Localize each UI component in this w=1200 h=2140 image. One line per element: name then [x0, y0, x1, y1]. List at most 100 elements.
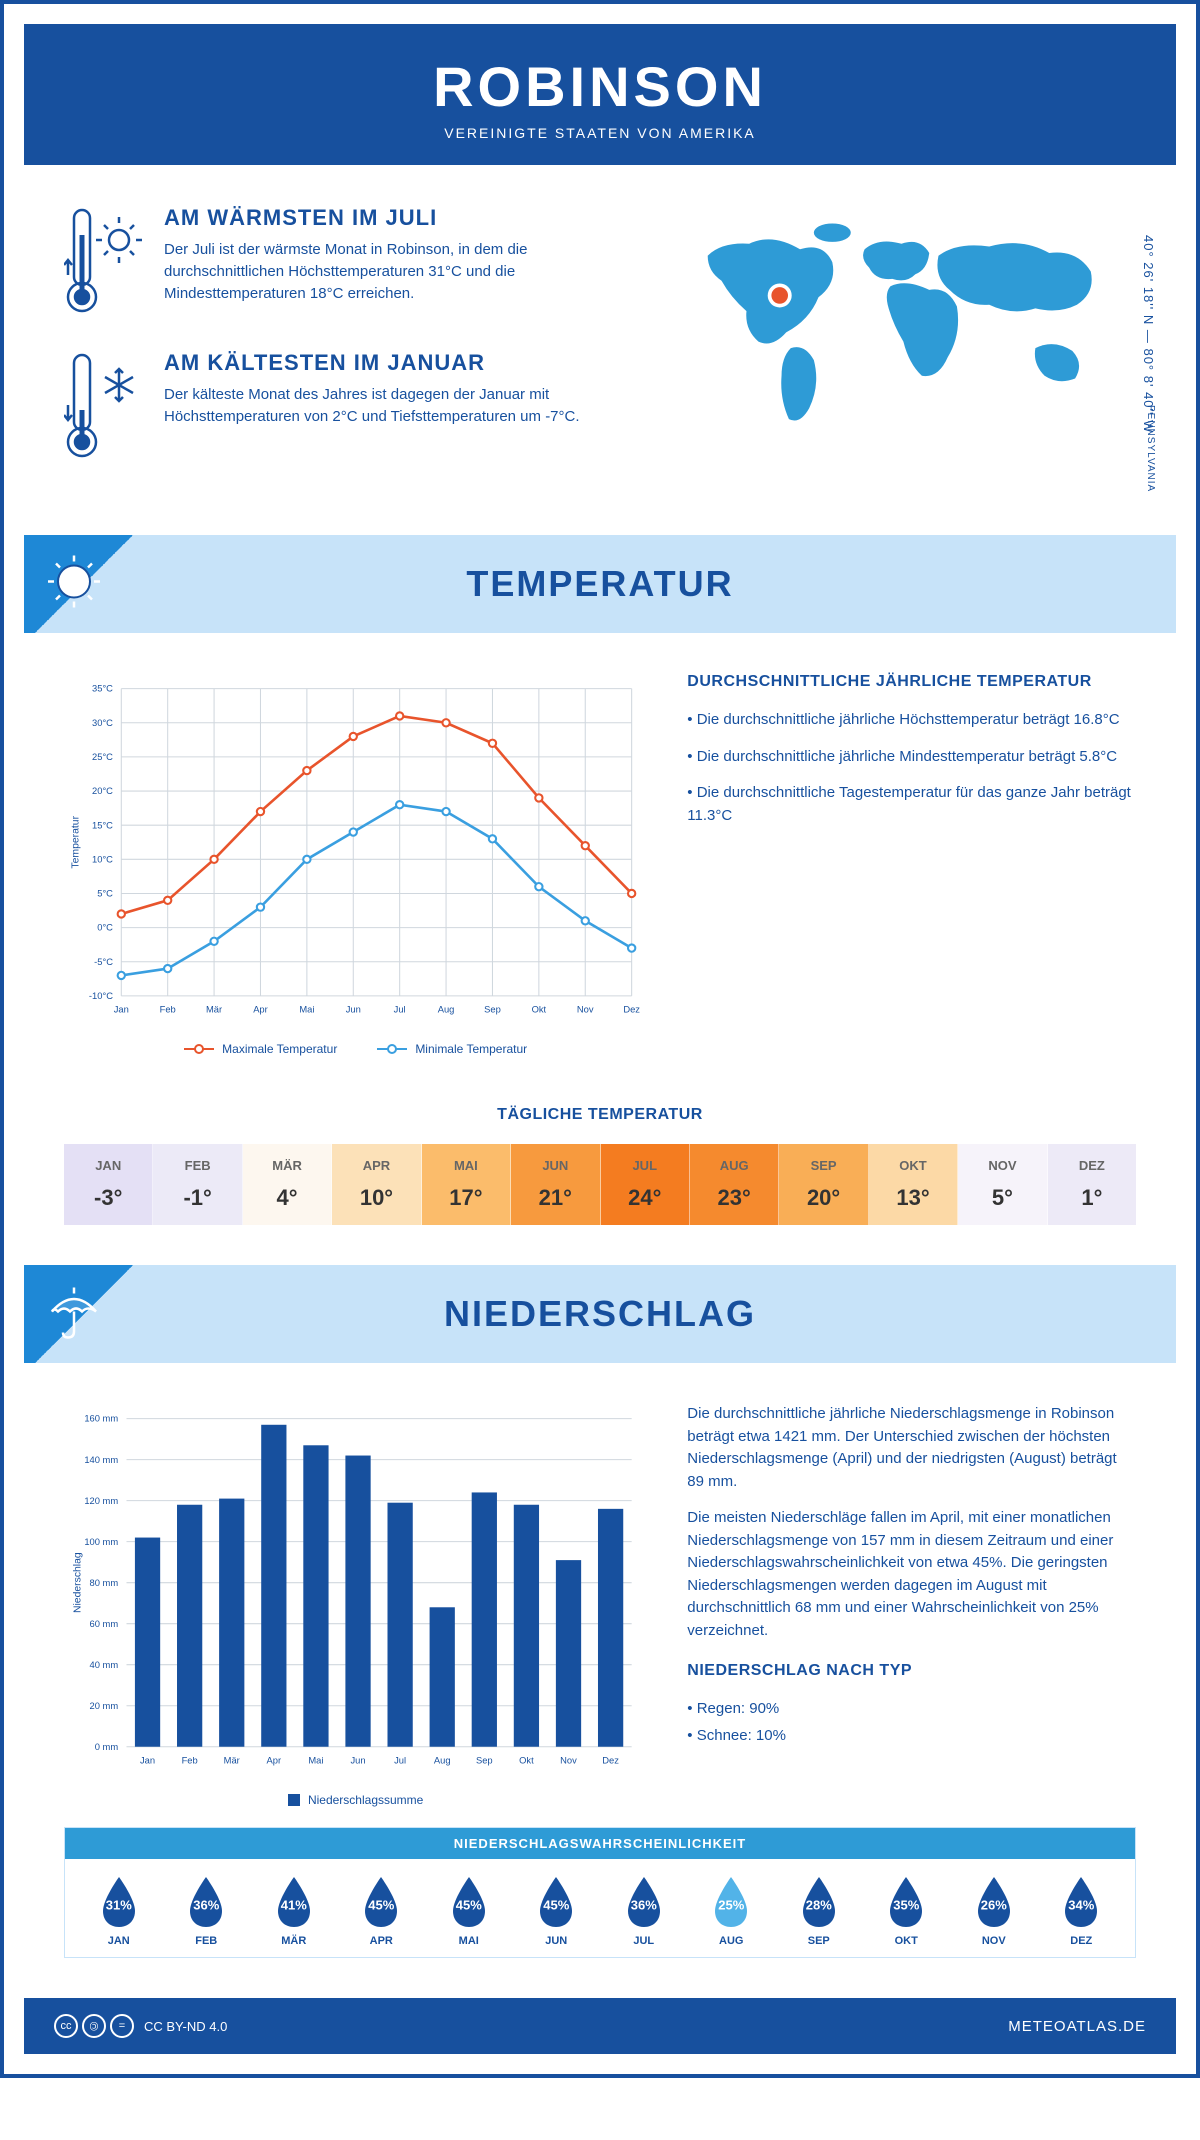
- prob-cell: 36%JUL: [600, 1875, 688, 1947]
- state-label: PENNSYLVANIA: [1145, 405, 1156, 492]
- svg-text:0 mm: 0 mm: [95, 1742, 119, 1752]
- temp-cell: DEZ1°: [1048, 1144, 1136, 1225]
- svg-text:160 mm: 160 mm: [84, 1414, 118, 1424]
- world-map: [667, 205, 1136, 450]
- svg-text:Apr: Apr: [253, 1005, 268, 1015]
- temp-cell: JUL24°: [601, 1144, 690, 1225]
- prob-cell: 45%MAI: [425, 1875, 513, 1947]
- intro-section: AM WÄRMSTEN IM JULI Der Juli ist der wär…: [4, 165, 1196, 515]
- precipitation-probability: NIEDERSCHLAGSWAHRSCHEINLICHKEIT 31%JAN36…: [64, 1827, 1136, 1958]
- svg-text:30°C: 30°C: [92, 718, 113, 728]
- svg-text:Jul: Jul: [394, 1005, 406, 1015]
- temperature-summary: DURCHSCHNITTLICHE JÄHRLICHE TEMPERATUR •…: [687, 673, 1136, 1056]
- prob-cell: 34%DEZ: [1038, 1875, 1126, 1947]
- svg-text:Temperatur: Temperatur: [71, 815, 82, 868]
- warmest-block: AM WÄRMSTEN IM JULI Der Juli ist der wär…: [64, 205, 627, 320]
- svg-text:Okt: Okt: [519, 1756, 534, 1766]
- precipitation-chart: 0 mm20 mm40 mm60 mm80 mm100 mm120 mm140 …: [64, 1403, 647, 1807]
- svg-text:-5°C: -5°C: [94, 957, 113, 967]
- svg-text:40 mm: 40 mm: [90, 1660, 119, 1670]
- svg-text:Nov: Nov: [560, 1756, 577, 1766]
- prob-cell: 45%JUN: [513, 1875, 601, 1947]
- sun-icon: [44, 552, 104, 612]
- legend-max: Maximale Temperatur: [184, 1042, 337, 1056]
- temp-cell: JAN-3°: [64, 1144, 153, 1225]
- svg-text:10°C: 10°C: [92, 854, 113, 864]
- daily-temp-title: TÄGLICHE TEMPERATUR: [4, 1106, 1196, 1124]
- temp-cell: SEP20°: [779, 1144, 868, 1225]
- coldest-title: AM KÄLTESTEN IM JANUAR: [164, 350, 627, 376]
- prob-cell: 35%OKT: [863, 1875, 951, 1947]
- temp-cell: MAI17°: [422, 1144, 511, 1225]
- legend-precip: Niederschlagssumme: [288, 1793, 423, 1807]
- svg-text:Jan: Jan: [114, 1005, 129, 1015]
- prob-cell: 26%NOV: [950, 1875, 1038, 1947]
- svg-text:-10°C: -10°C: [89, 991, 113, 1001]
- svg-text:Dez: Dez: [623, 1005, 640, 1015]
- temperature-banner: TEMPERATUR: [24, 535, 1176, 633]
- precipitation-summary: Die durchschnittliche jährliche Niedersc…: [687, 1403, 1136, 1807]
- prob-cell: 36%FEB: [163, 1875, 251, 1947]
- svg-text:Jun: Jun: [350, 1756, 365, 1766]
- svg-text:Feb: Feb: [160, 1005, 176, 1015]
- header-banner: ROBINSON VEREINIGTE STAATEN VON AMERIKA: [24, 24, 1176, 165]
- page-title: ROBINSON: [44, 54, 1156, 119]
- prob-cell: 41%MÄR: [250, 1875, 338, 1947]
- coordinates: 40° 26' 18'' N — 80° 8' 40'' W: [1141, 235, 1156, 433]
- svg-text:5°C: 5°C: [97, 889, 113, 899]
- warmest-text: Der Juli ist der wärmste Monat in Robins…: [164, 239, 627, 304]
- temp-cell: FEB-1°: [153, 1144, 242, 1225]
- svg-text:Jan: Jan: [140, 1756, 155, 1766]
- temp-cell: NOV5°: [958, 1144, 1047, 1225]
- svg-text:20°C: 20°C: [92, 786, 113, 796]
- svg-text:20 mm: 20 mm: [90, 1701, 119, 1711]
- umbrella-icon: [44, 1282, 104, 1342]
- svg-text:Dez: Dez: [602, 1756, 619, 1766]
- footer: cc 🄯 = CC BY-ND 4.0 METEOATLAS.DE: [24, 1998, 1176, 2054]
- temp-cell: AUG23°: [690, 1144, 779, 1225]
- svg-text:80 mm: 80 mm: [90, 1578, 119, 1588]
- svg-text:Jun: Jun: [346, 1005, 361, 1015]
- brand: METEOATLAS.DE: [1008, 2018, 1146, 2035]
- svg-text:15°C: 15°C: [92, 820, 113, 830]
- svg-text:Mär: Mär: [224, 1756, 240, 1766]
- daily-temp-table: JAN-3°FEB-1°MÄR4°APR10°MAI17°JUN21°JUL24…: [64, 1144, 1136, 1225]
- precipitation-banner: NIEDERSCHLAG: [24, 1265, 1176, 1363]
- svg-text:Apr: Apr: [267, 1756, 282, 1766]
- svg-text:Aug: Aug: [434, 1756, 451, 1766]
- svg-text:100 mm: 100 mm: [84, 1537, 118, 1547]
- coldest-text: Der kälteste Monat des Jahres ist dagege…: [164, 384, 627, 428]
- precipitation-title: NIEDERSCHLAG: [24, 1293, 1176, 1335]
- temp-cell: JUN21°: [511, 1144, 600, 1225]
- temp-cell: APR10°: [332, 1144, 421, 1225]
- svg-text:Mai: Mai: [299, 1005, 314, 1015]
- legend-min: Minimale Temperatur: [377, 1042, 527, 1056]
- svg-text:Sep: Sep: [476, 1756, 493, 1766]
- svg-text:Mär: Mär: [206, 1005, 222, 1015]
- wind-icon-left: [0, 34, 4, 114]
- svg-text:140 mm: 140 mm: [84, 1455, 118, 1465]
- temperature-title: TEMPERATUR: [24, 563, 1176, 605]
- coldest-block: AM KÄLTESTEN IM JANUAR Der kälteste Mona…: [64, 350, 627, 465]
- svg-text:Feb: Feb: [182, 1756, 198, 1766]
- license-text: CC BY-ND 4.0: [144, 2019, 227, 2034]
- svg-text:35°C: 35°C: [92, 684, 113, 694]
- svg-text:Aug: Aug: [438, 1005, 455, 1015]
- svg-text:Jul: Jul: [394, 1756, 406, 1766]
- page-subtitle: VEREINIGTE STAATEN VON AMERIKA: [44, 125, 1156, 141]
- cc-icons: cc 🄯 =: [54, 2014, 134, 2038]
- svg-text:Niederschlag: Niederschlag: [73, 1552, 84, 1613]
- svg-text:25°C: 25°C: [92, 752, 113, 762]
- prob-cell: 31%JAN: [75, 1875, 163, 1947]
- svg-text:Nov: Nov: [577, 1005, 594, 1015]
- warmest-title: AM WÄRMSTEN IM JULI: [164, 205, 627, 231]
- svg-text:Okt: Okt: [532, 1005, 547, 1015]
- prob-cell: 45%APR: [338, 1875, 426, 1947]
- svg-text:120 mm: 120 mm: [84, 1496, 118, 1506]
- thermometer-cold-icon: [64, 350, 144, 460]
- temp-cell: MÄR4°: [243, 1144, 332, 1225]
- prob-cell: 28%SEP: [775, 1875, 863, 1947]
- temperature-chart: -10°C-5°C0°C5°C10°C15°C20°C25°C30°C35°CJ…: [64, 673, 647, 1056]
- temp-cell: OKT13°: [869, 1144, 958, 1225]
- prob-cell: 25%AUG: [688, 1875, 776, 1947]
